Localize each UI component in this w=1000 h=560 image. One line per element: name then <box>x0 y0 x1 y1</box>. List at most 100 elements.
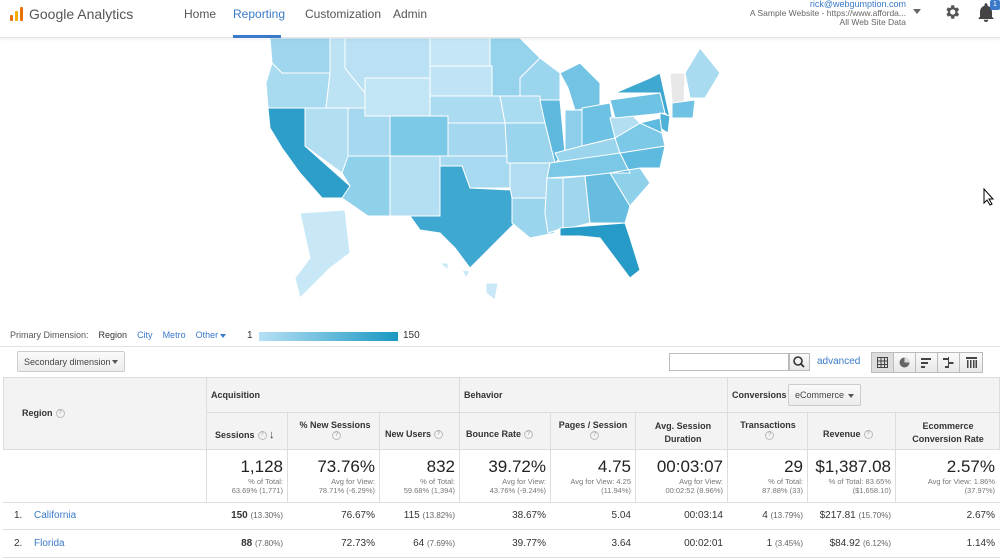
search-button[interactable] <box>789 353 810 371</box>
bounce-rate-column-header[interactable]: Bounce Rate? <box>466 429 534 440</box>
total-sub: Avg for View: 4.25 <box>570 477 631 486</box>
revenue-value: $84.92 <box>829 538 861 549</box>
state-maine <box>684 47 721 99</box>
new-sessions-header-label: % New Sessions <box>299 420 371 430</box>
pie-view-button[interactable] <box>894 353 916 372</box>
total-new-users: 832% of Total: 59.68% (1,394) <box>383 457 455 495</box>
table-search-input[interactable] <box>669 353 789 371</box>
pages-session-header-label: Pages / Session <box>558 420 628 430</box>
total-sub: % of Total: <box>768 477 803 486</box>
new-sessions-cell: 76.67% <box>341 510 375 521</box>
total-transactions: 29% of Total: 87.88% (33) <box>731 457 803 495</box>
notification-count-badge[interactable]: 1 <box>990 0 1000 10</box>
state-alaska <box>294 209 351 299</box>
nav-customization[interactable]: Customization <box>305 7 382 21</box>
state-pennsylvania <box>609 92 666 119</box>
help-icon[interactable]: ? <box>332 431 341 441</box>
gear-icon[interactable] <box>943 3 961 21</box>
conversion-type-dropdown[interactable]: eCommerce <box>788 384 861 406</box>
dimension-other[interactable]: Other <box>196 330 227 340</box>
new-users-column-header[interactable]: New Users? <box>385 429 444 440</box>
help-icon[interactable]: ? <box>863 430 873 440</box>
primary-dimension-bar: Primary Dimension: Region City Metro Oth… <box>10 330 227 340</box>
column-divider <box>727 377 728 502</box>
state-arkansas <box>509 162 551 199</box>
total-sub: 87.88% (33) <box>762 486 803 495</box>
account-property: A Sample Website - https://www.afforda..… <box>749 8 906 18</box>
new-users-pct: (13.82%) <box>422 511 455 520</box>
total-sub: 63.69% (1,771) <box>231 486 283 495</box>
dimension-metro[interactable]: Metro <box>162 330 186 340</box>
dimension-city[interactable]: City <box>137 330 153 340</box>
nav-admin[interactable]: Admin <box>393 7 428 21</box>
performance-view-button[interactable] <box>916 353 938 372</box>
state-hawaii <box>438 262 499 301</box>
help-icon[interactable]: ? <box>590 431 599 441</box>
acquisition-group-header: Acquisition <box>211 390 260 400</box>
total-sub: % of Total: <box>420 477 455 486</box>
total-sub: % of Total: <box>248 477 283 486</box>
dimension-other-label: Other <box>195 330 219 340</box>
conversion-rate-column-header[interactable]: Ecommerce Conversion Rate <box>900 420 996 446</box>
dimension-region[interactable]: Region <box>98 330 128 340</box>
total-value: 2.57% <box>946 457 995 476</box>
pie-chart-icon <box>899 357 910 368</box>
top-navigation-bar: Google Analytics Home Reporting Customiz… <box>0 0 1000 38</box>
table-view-button[interactable] <box>872 353 894 372</box>
legend-min-label: 1 <box>247 330 253 341</box>
revenue-cell: $84.92 (6.12%) <box>811 538 891 549</box>
row-index: 1. <box>14 510 23 521</box>
revenue-column-header[interactable]: Revenue? <box>823 429 873 440</box>
avg-duration-column-header[interactable]: Avg. Session Duration <box>649 420 717 446</box>
column-divider <box>807 412 808 502</box>
region-link[interactable]: Florida <box>34 538 65 549</box>
help-icon[interactable]: ? <box>55 409 65 419</box>
state-colorado <box>389 115 449 157</box>
secondary-dimension-dropdown[interactable]: Secondary dimension <box>17 351 125 372</box>
pivot-view-button[interactable] <box>960 353 982 372</box>
nav-reporting[interactable]: Reporting <box>233 7 286 21</box>
region-column-header[interactable]: Region? <box>22 408 65 419</box>
column-divider <box>459 377 460 502</box>
revenue-pct: (15.70%) <box>858 511 891 520</box>
column-divider <box>895 412 896 502</box>
help-icon[interactable]: ? <box>524 430 534 440</box>
total-sub: % of Total: 83.65% <box>828 477 891 486</box>
chevron-down-icon <box>112 360 118 364</box>
state-kansas <box>447 122 508 157</box>
state-texas <box>409 165 516 269</box>
chevron-down-icon <box>220 333 227 338</box>
revenue-value: $217.81 <box>819 510 856 521</box>
legend-color-scale <box>259 332 398 341</box>
advanced-search-link[interactable]: advanced <box>817 356 861 367</box>
conversion-rate-cell: 1.14% <box>966 538 995 549</box>
state-georgia <box>584 172 631 224</box>
sort-down-arrow-icon[interactable]: ↓ <box>269 429 275 441</box>
help-icon[interactable]: ? <box>434 430 444 440</box>
sessions-cell: 88 (7.80%) <box>210 538 283 549</box>
transactions-column-header[interactable]: Transactions? <box>733 420 803 441</box>
bell-icon[interactable] <box>977 2 995 24</box>
new-sessions-column-header[interactable]: % New Sessions? <box>296 420 374 441</box>
state-south-dakota <box>429 65 493 97</box>
help-icon[interactable]: ? <box>765 431 774 441</box>
account-selector[interactable]: rick@webgumption.com A Sample Website - … <box>750 0 906 27</box>
google-analytics-logo[interactable]: Google Analytics <box>10 6 133 22</box>
account-dropdown-icon[interactable] <box>913 9 921 14</box>
mouse-cursor-icon <box>983 188 995 206</box>
region-link[interactable]: California <box>34 510 77 521</box>
account-email: rick@webgumption.com <box>809 0 906 9</box>
sessions-column-header[interactable]: Sessions? ↓ <box>215 429 275 441</box>
comparison-view-button[interactable] <box>938 353 960 372</box>
pages-session-column-header[interactable]: Pages / Session? <box>554 420 632 441</box>
total-new-sessions: 73.76% Avg for View: 78.71% (-6.29%) <box>291 457 375 495</box>
new-users-pct: (7.69%) <box>426 539 455 548</box>
total-sub: 78.71% (-6.29%) <box>318 486 375 495</box>
view-switcher <box>871 352 983 373</box>
help-icon[interactable]: ? <box>257 431 267 441</box>
total-revenue: $1,387.08% of Total: 83.65% ($1,658.10) <box>811 457 891 495</box>
state-iowa <box>499 95 546 124</box>
transactions-cell: 1 (3.45%) <box>731 538 803 549</box>
nav-home[interactable]: Home <box>184 7 217 21</box>
comparison-icon <box>943 357 954 368</box>
